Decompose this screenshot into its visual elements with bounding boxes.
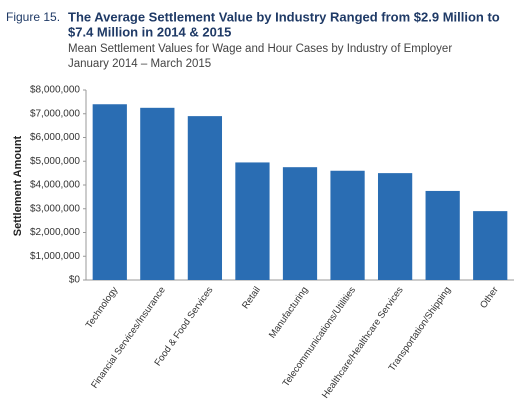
y-tick-label: $5,000,000 bbox=[30, 156, 80, 167]
x-tick-label: Other bbox=[478, 285, 501, 311]
y-tick-label: $8,000,000 bbox=[30, 85, 80, 96]
figure-label: Figure 15. bbox=[6, 10, 60, 24]
x-tick-label: Manufacturing bbox=[267, 285, 311, 341]
bar bbox=[330, 170, 365, 280]
y-tick-label: $3,000,000 bbox=[30, 203, 80, 214]
bar bbox=[140, 107, 175, 280]
y-tick-label: $2,000,000 bbox=[30, 227, 80, 238]
y-axis-label: Settlement Amount bbox=[12, 135, 24, 236]
y-tick-label: $6,000,000 bbox=[30, 132, 80, 143]
bar bbox=[92, 104, 127, 280]
y-tick-label: $0 bbox=[69, 275, 81, 286]
bar bbox=[425, 190, 460, 280]
chart-subtitle: January 2014 – March 2015 bbox=[68, 58, 211, 70]
bar bbox=[235, 162, 270, 280]
bar bbox=[282, 167, 318, 280]
bar bbox=[377, 173, 413, 280]
y-tick-label: $7,000,000 bbox=[30, 108, 80, 119]
x-tick-label: Retail bbox=[240, 285, 263, 311]
y-tick-label: $1,000,000 bbox=[30, 251, 80, 262]
chart-title: $7.4 Million in 2014 & 2015 bbox=[68, 24, 231, 39]
bar bbox=[473, 211, 508, 280]
x-tick-label: Technology bbox=[84, 285, 121, 331]
chart-subtitle: Mean Settlement Values for Wage and Hour… bbox=[68, 43, 452, 55]
chart-title: The Average Settlement Value by Industry… bbox=[68, 9, 500, 24]
bar bbox=[187, 116, 223, 280]
y-tick-label: $4,000,000 bbox=[30, 180, 80, 191]
x-tick-label: Healthcare/Healthcare Services bbox=[320, 285, 406, 401]
